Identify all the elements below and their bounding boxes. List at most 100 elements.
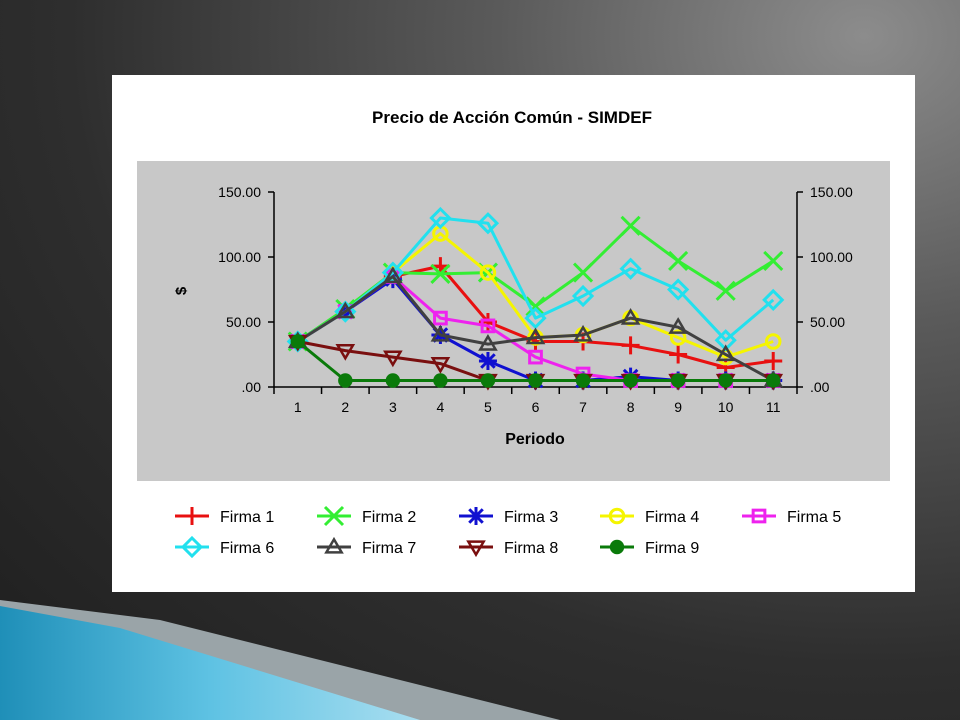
chart-title: Precio de Acción Común - SIMDEF [372,108,652,127]
data-point [335,301,356,319]
data-point [525,296,546,317]
data-point [383,350,403,368]
legend-item: Firma 4 [600,507,699,526]
data-point [385,373,401,388]
x-tick-label: 3 [389,399,397,415]
legend-label: Firma 3 [504,509,558,526]
legend-label: Firma 1 [220,509,274,526]
chart-panel: Precio de Acción Común - SIMDEF .00 .00 50… [112,75,915,592]
data-point [764,333,782,350]
legend-item: Firma 7 [317,536,416,557]
legend-item: Firma 6 [175,535,274,559]
x-tick-label: 8 [627,399,635,415]
y-tick-label-left: 150.00 [218,184,261,200]
legend-swatch-marker [183,507,201,525]
y-tick-label-right: 100.00 [810,249,853,265]
legend-label: Firma 6 [220,540,274,557]
data-point [763,250,784,271]
legend: Firma 1 Firma 2 Firma 3 Firma 4 Firma 5 Firma… [175,505,841,559]
series-layer [286,206,785,391]
data-point [478,333,498,351]
legend-item: Firma 1 [175,507,274,526]
data-point [668,250,689,271]
data-point [528,373,543,388]
x-tick-label: 5 [484,399,492,415]
x-axis-label: Periodo [505,431,565,448]
x-tick-label: 11 [766,399,781,415]
data-point [433,373,448,388]
y-axis-label: $ [173,286,190,295]
data-point [430,356,451,374]
data-point [524,306,547,330]
x-tick-label: 10 [718,399,734,415]
plot-area [137,161,890,481]
data-point [764,352,783,370]
y-tick-label-right: .00 [810,379,830,395]
legend-item: Firma 3 [459,507,558,526]
data-point [478,352,497,370]
legend-swatch-marker [609,539,625,555]
y-tick-label-left: .00 [242,379,262,395]
series-line [296,216,775,343]
data-point [433,310,448,326]
data-point [573,324,593,342]
data-point [620,307,641,325]
x-tick-label: 1 [294,399,302,415]
data-point [623,373,638,388]
legend-swatch-marker [180,535,204,559]
data-point [670,373,686,388]
data-point [290,334,305,349]
data-point [476,212,500,235]
legend-swatch-marker [608,507,626,525]
x-tick-label: 4 [437,399,445,415]
legend-label: Firma 4 [645,509,699,526]
data-point [621,336,640,355]
legend-swatch-marker [324,536,344,554]
data-point [619,257,642,280]
y-tick-label-left: 100.00 [218,249,261,265]
legend-item: Firma 5 [742,508,841,526]
data-point [762,288,785,312]
x-tick-label: 6 [532,399,540,415]
data-point [669,329,687,346]
legend-label: Firma 7 [362,540,416,557]
data-point [571,284,595,308]
legend-label: Firma 9 [645,540,699,557]
data-point [766,373,781,388]
data-point [528,349,543,365]
legend-swatch-marker [323,505,345,527]
data-point [715,344,736,362]
data-point [669,345,688,364]
line-chart: Precio de Acción Común - SIMDEF .00 .00 50… [137,108,890,559]
legend-label: Firma 8 [504,540,558,557]
data-point [620,215,641,236]
legend-item: Firma 8 [459,540,558,558]
data-point [383,266,403,284]
data-point [572,262,594,283]
x-tick-label: 2 [341,399,349,415]
y-tick-label-right: 150.00 [810,184,853,200]
slide-corner-swoosh-blue [0,606,420,720]
axes: .00 .00 50.00 50.00 100.00 100.00 150.00 150.00… [218,184,853,415]
series-9 [290,334,781,388]
y-tick-label-right: 50.00 [810,314,845,330]
x-tick-label: 9 [674,399,682,415]
data-point [335,343,356,361]
legend-swatch-marker [467,507,485,525]
legend-item: Firma 2 [317,505,416,527]
data-point [338,373,353,388]
data-point [575,373,591,388]
legend-item: Firma 9 [600,539,699,557]
data-point [480,373,496,388]
legend-label: Firma 2 [362,509,416,526]
data-point [668,317,688,334]
legend-swatch-marker [751,508,767,524]
data-point [715,280,736,301]
data-point [430,263,451,284]
data-point [718,373,733,388]
series-line [296,275,774,382]
legend-swatch-marker [466,540,486,558]
data-point [430,324,451,342]
data-point [480,318,496,334]
